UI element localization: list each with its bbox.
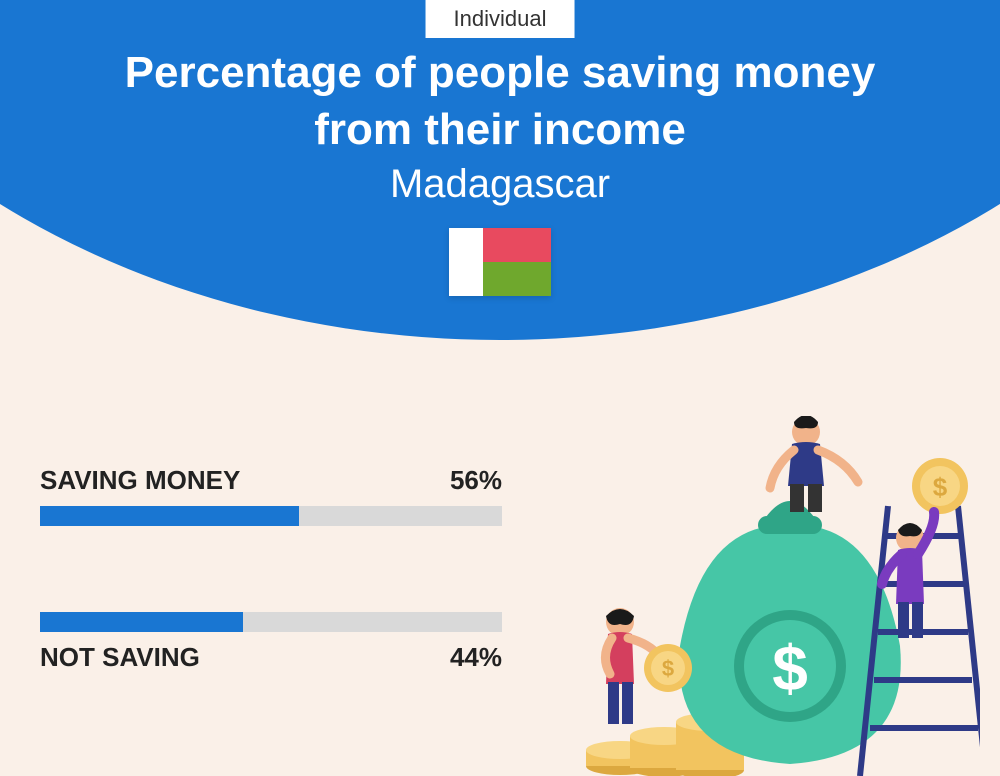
bar-notsaving-value: 44% — [450, 642, 502, 673]
person-left-icon: $ — [605, 608, 692, 724]
person-top-icon — [770, 416, 858, 512]
title-line-1: Percentage of people saving money — [0, 44, 1000, 101]
title-line-2: from their income — [0, 101, 1000, 158]
title-block: Percentage of people saving money from t… — [0, 44, 1000, 207]
svg-text:$: $ — [933, 472, 948, 502]
flag-stripe-white — [449, 228, 483, 296]
person-ladder-icon: $ — [882, 458, 968, 638]
bar-saving-label: SAVING MONEY — [40, 465, 240, 496]
category-badge: Individual — [426, 0, 575, 38]
flag-stripe-green — [483, 262, 551, 296]
bar-saving-track — [40, 506, 502, 526]
bar-saving-fill — [40, 506, 299, 526]
country-name: Madagascar — [0, 162, 1000, 207]
flag-stripe-red — [483, 228, 551, 262]
bar-saving: SAVING MONEY 56% — [40, 465, 502, 526]
bar-saving-header: SAVING MONEY 56% — [40, 465, 502, 496]
svg-text:$: $ — [662, 656, 674, 681]
bar-chart: SAVING MONEY 56% NOT SAVING 44% — [40, 465, 502, 759]
bar-notsaving-label: NOT SAVING — [40, 642, 200, 673]
bar-notsaving-header: NOT SAVING 44% — [40, 642, 502, 673]
svg-text:$: $ — [772, 632, 808, 704]
bar-saving-value: 56% — [450, 465, 502, 496]
flag-icon — [449, 228, 551, 296]
bar-notsaving-track — [40, 612, 502, 632]
bar-notsaving: NOT SAVING 44% — [40, 612, 502, 673]
bar-notsaving-fill — [40, 612, 243, 632]
savings-illustration: $ $ — [560, 416, 980, 776]
